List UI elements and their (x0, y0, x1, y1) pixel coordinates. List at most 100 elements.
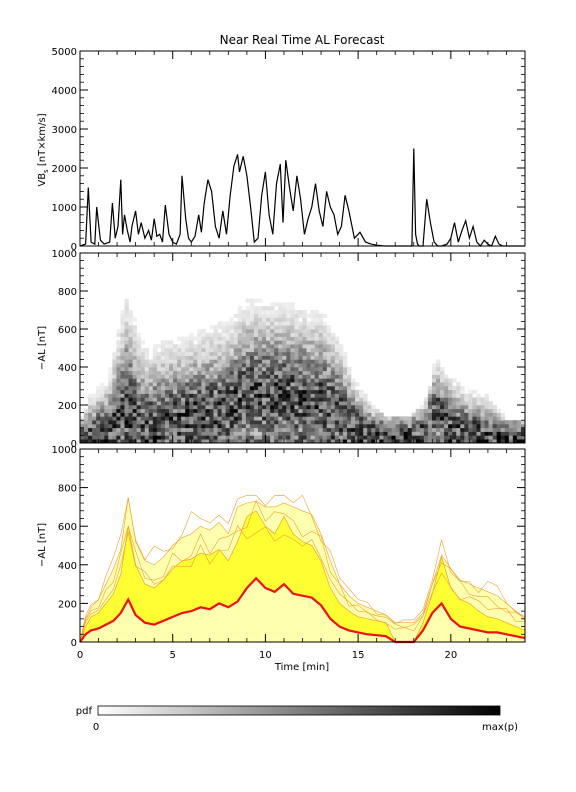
pdf-cell (124, 386, 129, 391)
pdf-cell (177, 435, 182, 440)
pdf-cell (213, 378, 218, 383)
pdf-cell (347, 412, 352, 417)
pdf-cell (177, 378, 182, 383)
pdf-cell (294, 325, 299, 330)
pdf-cell (116, 378, 121, 383)
pdf-cell (156, 397, 162, 402)
al-pdf-y-tick-label: 200 (58, 401, 77, 412)
pdf-cell (209, 367, 214, 372)
pdf-cell (330, 405, 336, 410)
pdf-cell (148, 359, 154, 364)
pdf-cell (274, 408, 279, 413)
pdf-cell (92, 401, 97, 406)
pdf-cell (209, 431, 214, 436)
pdf-cell (266, 427, 271, 432)
pdf-cell (136, 355, 141, 360)
pdf-cell (322, 344, 328, 349)
pdf-cell (322, 336, 328, 341)
pdf-cell (407, 431, 413, 436)
pdf-cell (229, 386, 235, 391)
pdf-cell (169, 427, 174, 432)
pdf-cell (278, 401, 283, 406)
pdf-cell (371, 405, 376, 410)
pdf-cell (464, 427, 469, 432)
pdf-cell (253, 329, 259, 334)
pdf-cell (169, 412, 174, 417)
pdf-cell (302, 325, 307, 330)
pdf-cell (201, 340, 206, 345)
pdf-cell (201, 336, 206, 341)
pdf-cell (189, 427, 194, 432)
pdf-cell (245, 431, 251, 436)
pdf-cell (282, 302, 287, 307)
pdf-cell (136, 435, 141, 440)
pdf-cell (456, 401, 461, 406)
pdf-cell (262, 401, 267, 406)
pdf-cell (294, 408, 299, 413)
pdf-cell (290, 317, 295, 322)
pdf-cell (245, 359, 251, 364)
pdf-cell (245, 348, 251, 353)
pdf-cell (258, 321, 263, 326)
pdf-cell (217, 378, 222, 383)
pdf-cell (290, 321, 295, 326)
pdf-cell (221, 332, 226, 337)
pdf-cell (326, 405, 332, 410)
pdf-cell (266, 370, 271, 375)
pdf-cell (201, 405, 206, 410)
pdf-cell (359, 397, 364, 402)
pdf-cell (326, 389, 332, 394)
pdf-cell (367, 401, 372, 406)
pdf-cell (436, 408, 441, 413)
pdf-cell (294, 370, 299, 375)
pdf-cell (249, 359, 255, 364)
pdf-cell (124, 313, 129, 318)
pdf-cell (169, 424, 174, 429)
pdf-cell (169, 439, 174, 444)
pdf-cell (237, 310, 243, 315)
pdf-cell (383, 439, 388, 444)
pdf-cell (286, 340, 291, 345)
pdf-cell (427, 424, 433, 429)
pdf-cell (132, 370, 137, 375)
pdf-cell (144, 416, 150, 421)
pdf-cell (290, 401, 295, 406)
pdf-cell (338, 412, 344, 417)
pdf-cell (245, 306, 251, 311)
pdf-cell (177, 412, 182, 417)
pdf-cell (217, 336, 222, 341)
pdf-cell (124, 310, 129, 315)
pdf-cell (282, 317, 287, 322)
pdf-cell (197, 412, 202, 417)
pdf-cell (241, 389, 247, 394)
pdf-cell (229, 389, 235, 394)
pdf-cell (185, 382, 190, 387)
pdf-cell (173, 386, 178, 391)
pdf-cell (116, 348, 121, 353)
pdf-cell (112, 439, 117, 444)
pdf-cell (322, 435, 328, 440)
pdf-cell (310, 310, 315, 315)
pdf-cell (262, 424, 267, 429)
pdf-cell (245, 374, 251, 379)
pdf-cell (140, 386, 146, 391)
pdf-cell (177, 389, 182, 394)
pdf-cell (330, 389, 336, 394)
pdf-cell (96, 389, 101, 394)
pdf-cell (363, 393, 368, 398)
median-line (79, 576, 526, 644)
pdf-cell (241, 363, 247, 368)
pdf-cell (322, 412, 328, 417)
pdf-cell (318, 355, 324, 360)
pdf-cell (460, 386, 465, 391)
pdf-cell (286, 408, 291, 413)
pdf-cell (282, 367, 287, 372)
pdf-cell (286, 393, 291, 398)
pdf-cell (177, 386, 182, 391)
pdf-cell (310, 408, 315, 413)
pdf-cell (306, 412, 311, 417)
pdf-cell (330, 370, 336, 375)
pdf-cell (205, 431, 210, 436)
pdf-cell (164, 397, 170, 402)
pdf-cell (229, 393, 235, 398)
